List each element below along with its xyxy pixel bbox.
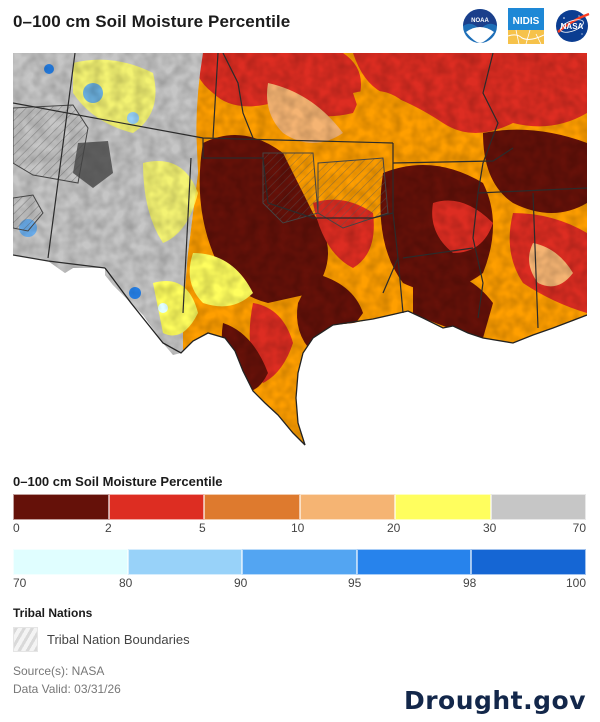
tick-label: 80 <box>119 576 133 590</box>
legend-swatch-98-100 <box>471 549 586 575</box>
source-info: Source(s): NASA Data Valid: 03/31/26 <box>13 662 121 698</box>
wet-legend-bar <box>13 549 586 575</box>
partner-logos: NOAA NIDIS NASA <box>462 8 590 44</box>
tick-label: 70 <box>13 576 27 590</box>
legend-swatch-90-95 <box>242 549 357 575</box>
legend-swatch-95-98 <box>356 549 472 575</box>
svg-text:NIDIS: NIDIS <box>513 16 540 27</box>
wet-legend-ticks: 70 80 90 95 98 100 <box>13 576 586 592</box>
legend-swatch-5-10 <box>204 494 300 520</box>
soil-moisture-map[interactable] <box>13 53 587 463</box>
tick-label: 5 <box>199 521 206 535</box>
tick-label: 98 <box>463 576 477 590</box>
legend-swatch-80-90 <box>127 549 243 575</box>
tribal-boundaries <box>13 104 389 232</box>
legend-swatch-70-80 <box>13 549 128 575</box>
svg-text:NOAA: NOAA <box>471 18 489 24</box>
legend-swatch-2-5 <box>108 494 204 520</box>
hatch-pattern-icon <box>13 627 38 652</box>
legend-title: 0–100 cm Soil Moisture Percentile <box>13 474 223 489</box>
source-text: Source(s): NASA <box>13 664 105 678</box>
tick-label: 95 <box>348 576 362 590</box>
map-title: 0–100 cm Soil Moisture Percentile <box>13 12 291 31</box>
tick-label: 30 <box>483 521 497 535</box>
legend-swatch-0-2 <box>13 494 109 520</box>
nidis-logo[interactable]: NIDIS <box>508 8 544 44</box>
noaa-logo[interactable]: NOAA <box>462 8 498 44</box>
tick-label: 10 <box>291 521 305 535</box>
tribal-nations-heading: Tribal Nations <box>13 606 93 620</box>
tribal-legend-label: Tribal Nation Boundaries <box>47 632 190 647</box>
tick-label: 2 <box>105 521 112 535</box>
legend-swatch-30-70 <box>490 494 586 520</box>
legend-swatch-20-30 <box>395 494 491 520</box>
tick-label: 0 <box>13 521 20 535</box>
tick-label: 90 <box>234 576 248 590</box>
svg-text:NASA: NASA <box>561 22 584 31</box>
dry-legend-bar <box>13 494 586 520</box>
nasa-logo[interactable]: NASA <box>554 8 590 44</box>
tribal-legend-item: Tribal Nation Boundaries <box>13 627 190 652</box>
legend-swatch-10-20 <box>299 494 395 520</box>
tick-label: 100 <box>565 576 586 590</box>
drought-gov-brand[interactable]: Drought.gov <box>403 686 586 715</box>
data-valid-text: Data Valid: 03/31/26 <box>13 682 121 696</box>
dry-legend-ticks: 0 2 5 10 20 30 70 <box>13 521 586 537</box>
tick-label: 20 <box>387 521 401 535</box>
tick-label: 70 <box>572 521 586 535</box>
